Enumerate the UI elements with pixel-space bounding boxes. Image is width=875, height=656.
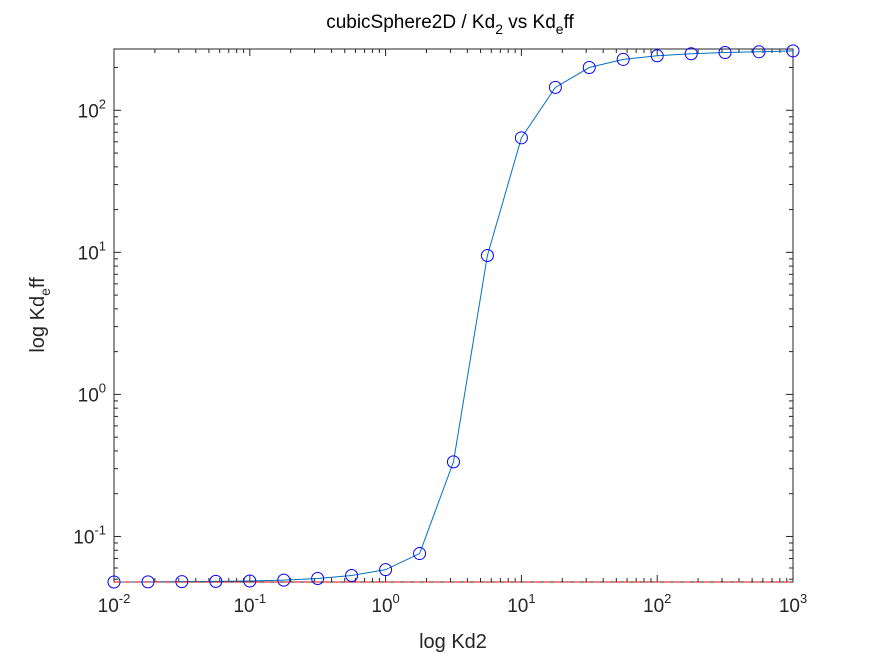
plot-area <box>113 48 794 583</box>
axis-ticks <box>113 49 794 582</box>
data-point-marker <box>786 44 800 58</box>
data-point-marker <box>480 249 494 263</box>
y-tick-label: 102 <box>78 96 106 122</box>
data-point-marker <box>548 80 562 94</box>
data-point-marker <box>650 49 664 63</box>
series-line <box>113 50 794 583</box>
data-point-marker <box>514 131 528 145</box>
data-point-marker <box>582 61 596 75</box>
data-point-marker <box>243 574 257 588</box>
y-tick-label: 10-1 <box>73 522 106 548</box>
data-point-marker <box>446 455 460 469</box>
x-tick-label: 10-1 <box>233 591 266 617</box>
data-point-marker <box>413 547 427 561</box>
x-tick-labels: 10-2 10-1 100 101 102 103 <box>98 591 808 617</box>
y-tick-labels: 10-1 100 101 102 <box>73 96 106 548</box>
data-point-marker <box>752 45 766 59</box>
data-point-marker <box>345 569 359 583</box>
data-point-marker <box>277 573 291 587</box>
data-point-marker <box>616 52 630 66</box>
y-tick-label: 100 <box>78 380 106 406</box>
data-point-marker <box>209 574 223 588</box>
x-tick-label: 100 <box>371 591 399 617</box>
x-tick-label: 10-2 <box>98 591 131 617</box>
series-layer <box>107 44 800 589</box>
y-axis-label: log Kdeff <box>27 277 53 353</box>
data-point-marker <box>311 571 325 585</box>
x-tick-label: 101 <box>507 591 535 617</box>
data-point-marker <box>379 563 393 577</box>
chart-title: cubicSphere2D / Kd2 vs Kdeff <box>326 12 574 37</box>
data-point-marker <box>684 47 698 61</box>
x-tick-label: 102 <box>643 591 671 617</box>
y-tick-label: 101 <box>78 238 106 264</box>
x-tick-label: 103 <box>779 591 807 617</box>
data-point-marker <box>718 46 732 60</box>
x-axis-label: log Kd2 <box>419 631 487 653</box>
